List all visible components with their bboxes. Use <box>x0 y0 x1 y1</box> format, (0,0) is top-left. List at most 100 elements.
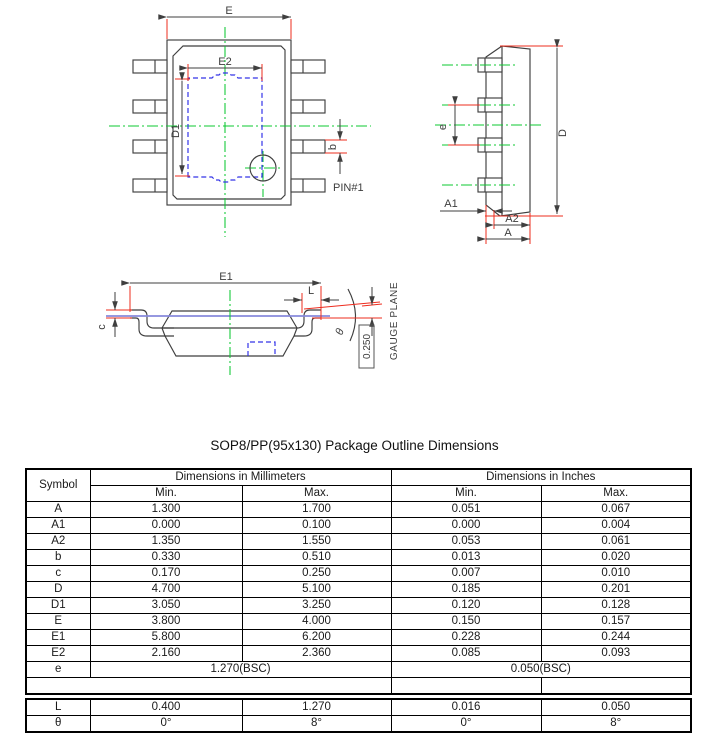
dim-label-e-pitch: e <box>437 124 449 130</box>
value-cell: 0.000 <box>89 517 243 534</box>
gauge-plane-callout: 0.250 GAUGE PLANE <box>358 282 400 369</box>
dim-label-e1: E1 <box>219 271 232 283</box>
value-cell: 4.000 <box>241 613 392 630</box>
value-cell: 0.016 <box>390 698 542 716</box>
dim-label-b: b <box>327 144 339 150</box>
dimensions-table-wrap: Symbol Dimensions in Millimeters Dimensi… <box>25 468 694 733</box>
symbol-cell: A1 <box>25 517 91 534</box>
symbol-cell: θ <box>25 715 91 733</box>
extra-rows: L 0.400 1.270 0.016 0.050 θ 0° 8° 0° 8° <box>25 698 692 733</box>
value-cell: 0.053 <box>390 533 542 550</box>
value-cell: 0° <box>89 715 243 733</box>
col-header-in-max: Max. <box>540 485 692 502</box>
value-cell: 0.330 <box>89 549 243 566</box>
front-view-drawing: E1 L c θ 0.250 GAUGE PLANE <box>96 271 400 375</box>
value-cell: 0.170 <box>89 565 243 582</box>
value-cell: 0.228 <box>390 629 542 646</box>
value-cell: 0.067 <box>540 501 692 518</box>
side-view-drawing: e D A1 A2 A <box>435 39 569 244</box>
dimension-rows: A 1.300 1.700 0.051 0.067 A1 0.000 0.100 0.000 0.… <box>25 501 692 662</box>
dim-label-theta: θ <box>334 327 347 337</box>
value-cell: 4.700 <box>89 581 243 598</box>
col-header-symbol: Symbol <box>25 468 91 502</box>
symbol-cell: E1 <box>25 629 91 646</box>
dim-e-pitch: e <box>437 96 480 146</box>
dim-a2: A2 <box>485 213 530 228</box>
value-cell: 0.020 <box>540 549 692 566</box>
col-header-mm-group: Dimensions in Millimeters <box>89 468 392 486</box>
table-row: A2 1.350 1.550 0.053 0.061 <box>25 533 692 550</box>
table-row: E2 2.160 2.360 0.085 0.093 <box>25 645 692 662</box>
pad-bottom-outline <box>247 341 276 356</box>
dim-label-d: D <box>557 129 569 137</box>
value-cell: 1.300 <box>89 501 243 518</box>
value-cell: 1.270 <box>241 698 392 716</box>
table-row-empty <box>25 677 692 695</box>
symbol-cell: L <box>25 698 91 716</box>
value-cell: 3.800 <box>89 613 243 630</box>
symbol-cell: D <box>25 581 91 598</box>
value-cell: 5.800 <box>89 629 243 646</box>
col-header-mm-max: Max. <box>241 485 392 502</box>
gauge-value: 0.250 <box>362 334 373 359</box>
value-cell: 0.150 <box>390 613 542 630</box>
dim-theta: θ <box>303 288 381 342</box>
value-cell: 6.200 <box>241 629 392 646</box>
value-cell: 0° <box>390 715 542 733</box>
value-cell: 0.051 <box>390 501 542 518</box>
table-row: θ 0° 8° 0° 8° <box>25 715 692 733</box>
dimensions-table-main: Symbol Dimensions in Millimeters Dimensi… <box>25 468 692 695</box>
header-row-groups: Symbol Dimensions in Millimeters Dimensi… <box>25 468 692 502</box>
value-cell: 8° <box>241 715 392 733</box>
value-cell-span: 1.270(BSC) <box>89 661 392 678</box>
value-cell: 0.004 <box>540 517 692 534</box>
dim-d1: D1 <box>170 72 190 177</box>
value-cell: 0.157 <box>540 613 692 630</box>
empty-cell <box>540 677 692 695</box>
symbol-cell: E <box>25 613 91 630</box>
right-pins <box>290 59 326 193</box>
value-cell: 2.160 <box>89 645 243 662</box>
symbol-cell: b <box>25 549 91 566</box>
col-header-in-group: Dimensions in Inches <box>390 468 692 486</box>
value-cell: 0.061 <box>540 533 692 550</box>
table-row: A 1.300 1.700 0.051 0.067 <box>25 501 692 518</box>
dim-e2: E2 <box>179 56 263 81</box>
table-row: c 0.170 0.250 0.007 0.010 <box>25 565 692 582</box>
dim-label-e: E <box>225 5 232 17</box>
value-cell: 0.007 <box>390 565 542 582</box>
empty-cell <box>390 677 542 695</box>
dim-label-a: A <box>504 227 512 239</box>
value-cell: 0.185 <box>390 581 542 598</box>
table-row: L 0.400 1.270 0.016 0.050 <box>25 698 692 716</box>
col-header-in-min: Min. <box>390 485 542 502</box>
symbol-cell: e <box>25 661 91 678</box>
value-cell: 3.250 <box>241 597 392 614</box>
dim-a: A <box>477 227 530 242</box>
value-cell: 0.250 <box>241 565 392 582</box>
dimensions-table-lower: L 0.400 1.270 0.016 0.050 θ 0° 8° 0° 8° <box>25 698 692 733</box>
value-cell: 0.244 <box>540 629 692 646</box>
value-cell: 0.010 <box>540 565 692 582</box>
table-row-e: e 1.270(BSC) 0.050(BSC) <box>25 661 692 678</box>
col-header-mm-min: Min. <box>89 485 243 502</box>
top-view-drawing: E E2 D1 b PIN#1 <box>109 5 371 237</box>
value-cell: 0.050 <box>540 698 692 716</box>
value-cell: 0.128 <box>540 597 692 614</box>
value-cell: 0.085 <box>390 645 542 662</box>
dim-e: E <box>158 5 292 39</box>
value-cell: 2.360 <box>241 645 392 662</box>
header-row-minmax: Min. Max. Min. Max. <box>26 485 692 502</box>
pin1-marker-circle <box>249 154 277 182</box>
centerlines <box>109 27 371 237</box>
value-cell: 0.013 <box>390 549 542 566</box>
symbol-cell: A <box>25 501 91 518</box>
value-cell-span: 0.050(BSC) <box>390 661 692 678</box>
table-row: b 0.330 0.510 0.013 0.020 <box>25 549 692 566</box>
dim-label-a2: A2 <box>505 213 518 225</box>
dim-c: c <box>96 292 132 337</box>
dim-label-d1: D1 <box>170 124 182 138</box>
dim-label-c: c <box>96 324 108 330</box>
table-row: A1 0.000 0.100 0.000 0.004 <box>25 517 692 534</box>
value-cell: 5.100 <box>241 581 392 598</box>
